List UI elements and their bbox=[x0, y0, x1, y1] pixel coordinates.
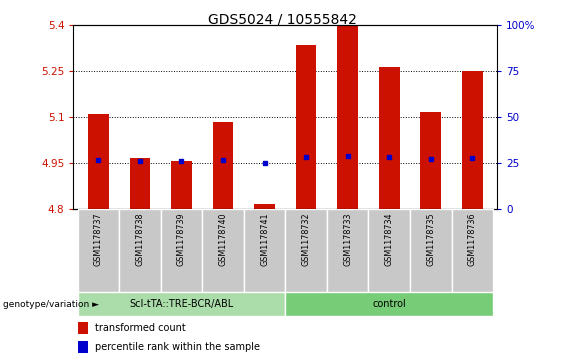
Text: GSM1178738: GSM1178738 bbox=[136, 212, 145, 266]
Text: GSM1178739: GSM1178739 bbox=[177, 212, 186, 266]
Text: GSM1178732: GSM1178732 bbox=[302, 212, 311, 266]
Text: control: control bbox=[372, 299, 406, 309]
Bar bbox=[379, 67, 399, 209]
Bar bbox=[129, 158, 150, 209]
Text: GSM1178736: GSM1178736 bbox=[468, 212, 477, 266]
Text: ScI-tTA::TRE-BCR/ABL: ScI-tTA::TRE-BCR/ABL bbox=[129, 299, 233, 309]
Text: GSM1178733: GSM1178733 bbox=[343, 212, 352, 266]
Bar bbox=[420, 113, 441, 209]
Bar bbox=[285, 209, 327, 292]
Text: GSM1178734: GSM1178734 bbox=[385, 212, 394, 266]
Text: GSM1178740: GSM1178740 bbox=[219, 212, 228, 266]
Bar bbox=[295, 45, 316, 209]
Bar bbox=[77, 292, 285, 316]
Bar bbox=[244, 209, 285, 292]
Text: genotype/variation ►: genotype/variation ► bbox=[3, 299, 99, 309]
Bar bbox=[160, 209, 202, 292]
Bar bbox=[451, 209, 493, 292]
Bar bbox=[337, 25, 358, 209]
Text: GSM1178737: GSM1178737 bbox=[94, 212, 103, 266]
Bar bbox=[78, 322, 88, 334]
Bar bbox=[462, 71, 483, 209]
Text: percentile rank within the sample: percentile rank within the sample bbox=[95, 342, 260, 352]
Text: transformed count: transformed count bbox=[95, 323, 185, 333]
Bar bbox=[78, 341, 88, 352]
Bar bbox=[368, 209, 410, 292]
Bar bbox=[212, 122, 233, 209]
Bar bbox=[88, 114, 108, 209]
Bar bbox=[171, 162, 192, 209]
Bar bbox=[202, 209, 244, 292]
Text: GSM1178741: GSM1178741 bbox=[260, 212, 269, 266]
Bar bbox=[327, 209, 368, 292]
Bar bbox=[410, 209, 451, 292]
Text: GSM1178735: GSM1178735 bbox=[426, 212, 435, 266]
Bar bbox=[77, 209, 119, 292]
Bar bbox=[119, 209, 160, 292]
Bar bbox=[254, 204, 275, 209]
Text: GDS5024 / 10555842: GDS5024 / 10555842 bbox=[208, 13, 357, 27]
Bar bbox=[285, 292, 493, 316]
